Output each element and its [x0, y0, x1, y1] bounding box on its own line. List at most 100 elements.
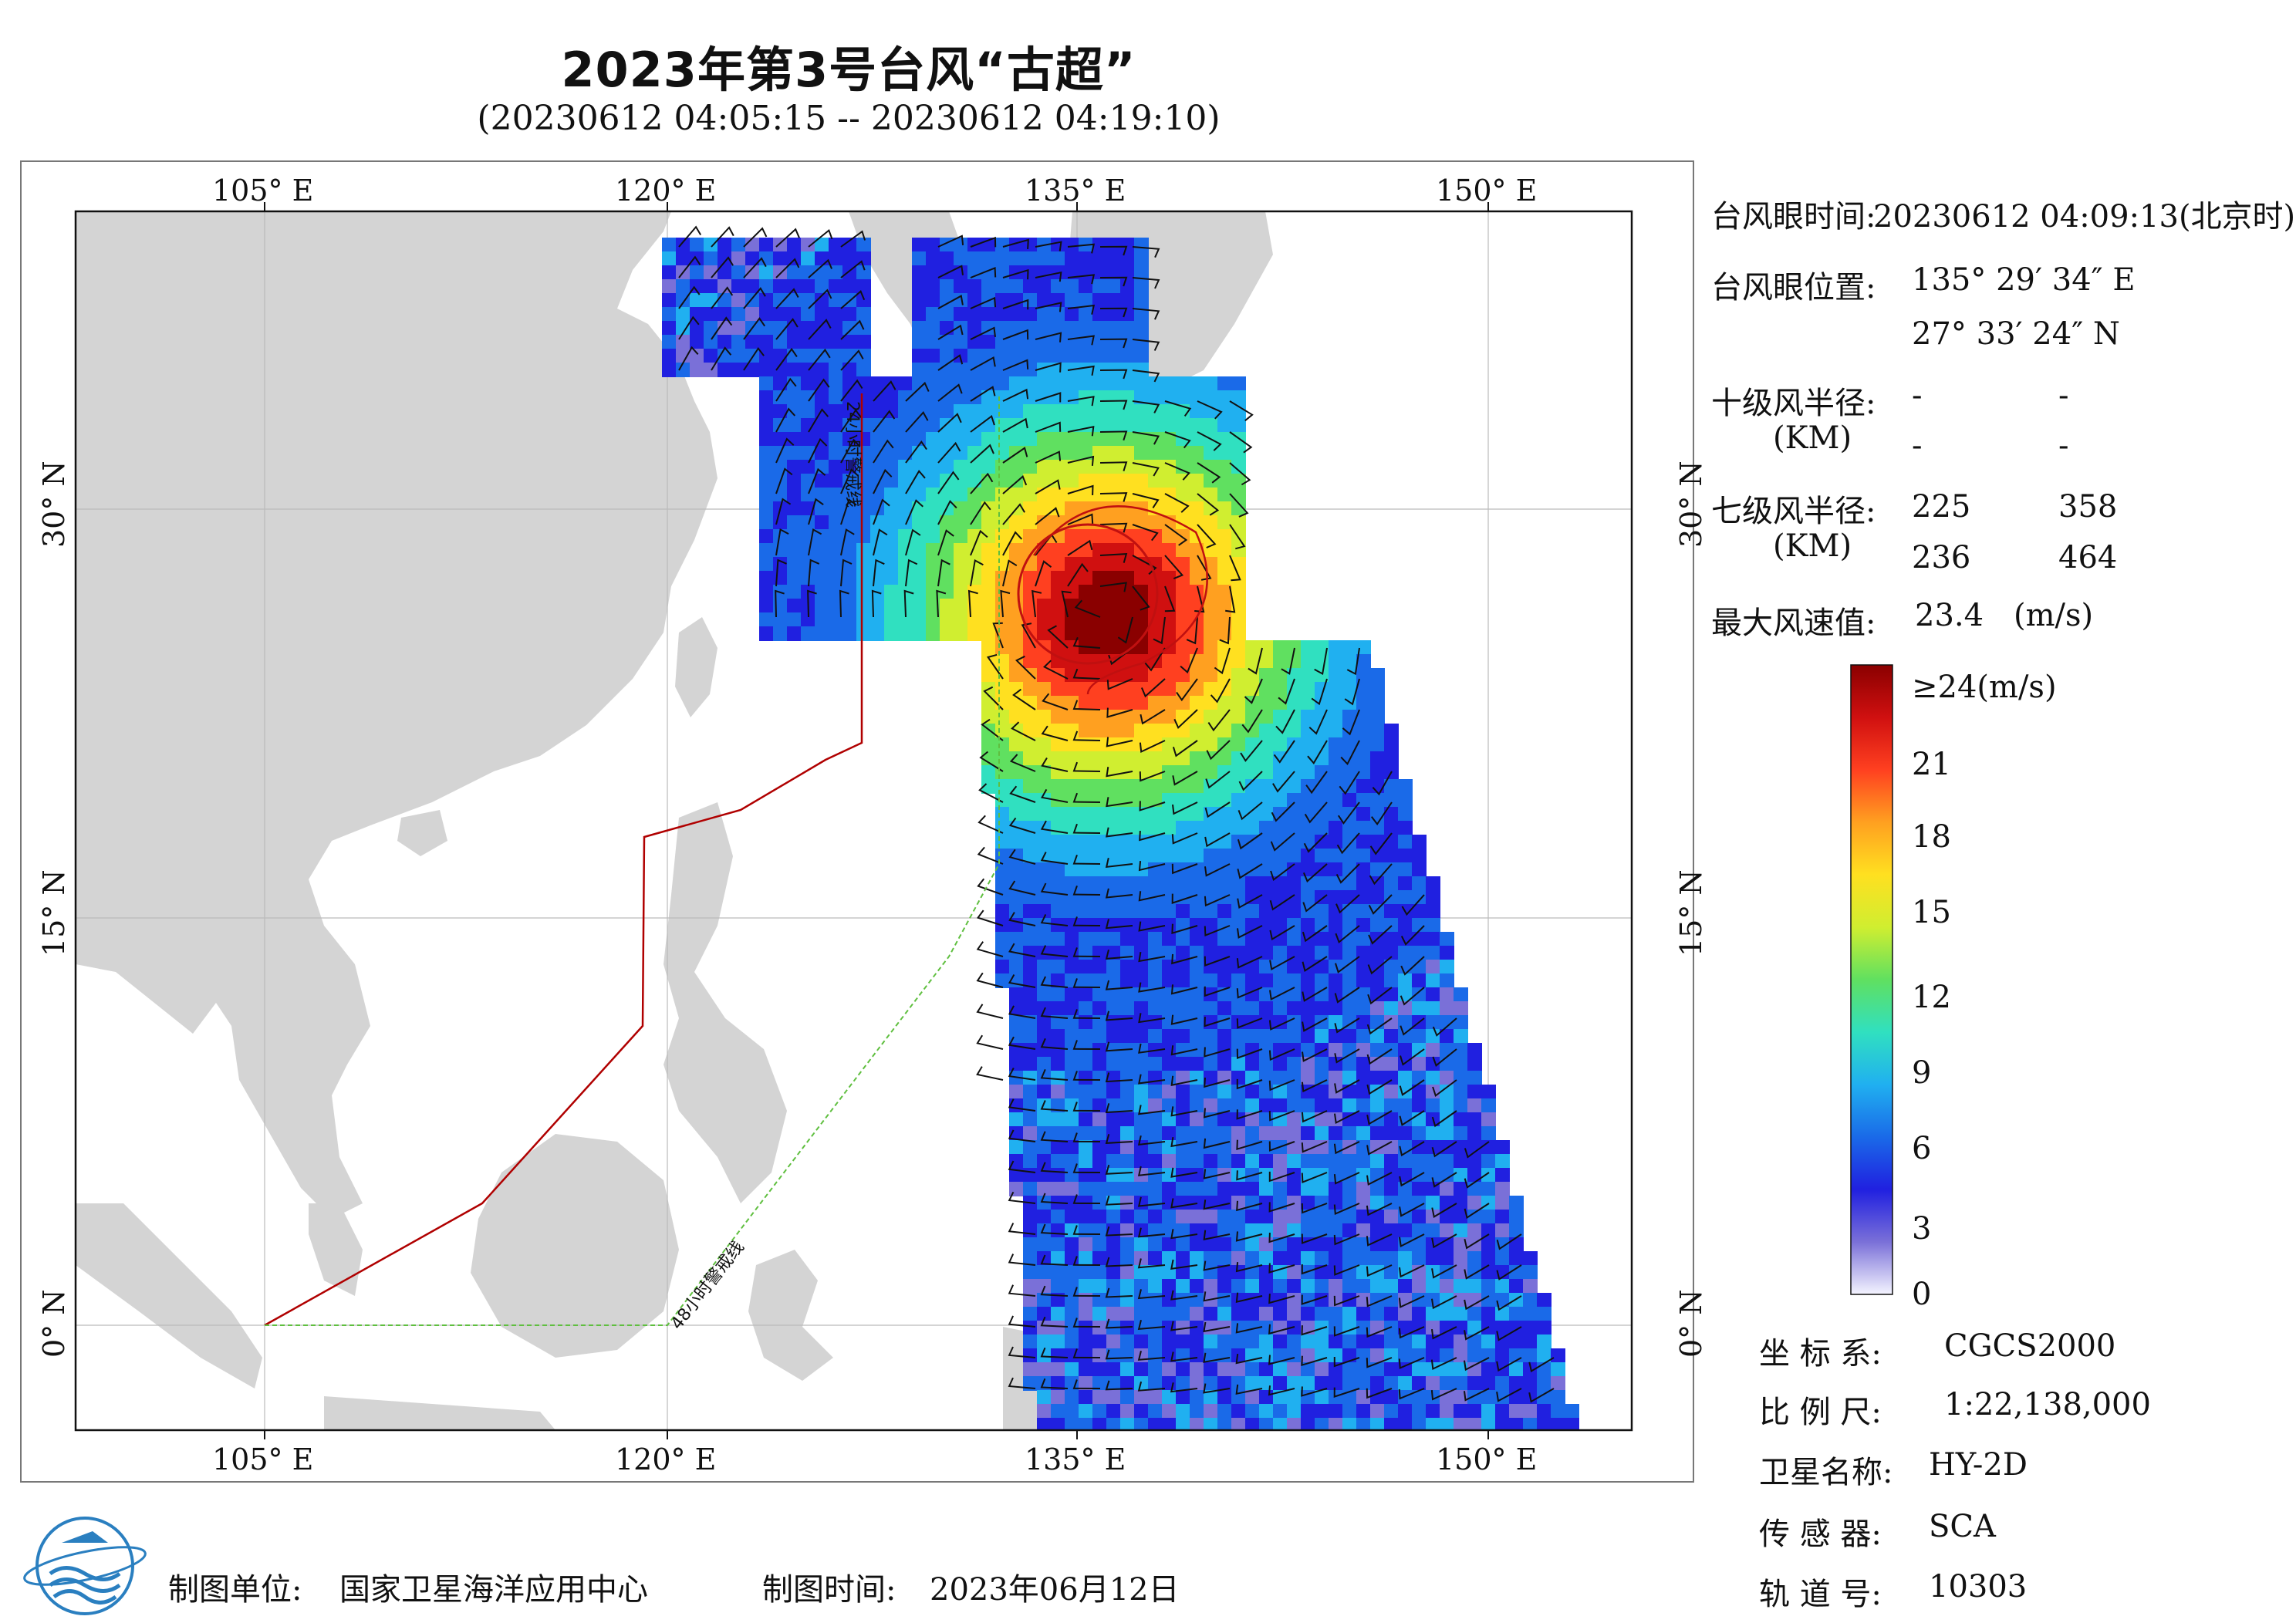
wind-barb	[1067, 243, 1096, 254]
wind-cell	[1370, 904, 1385, 919]
wind-barb	[840, 409, 863, 433]
wind-cell	[1120, 446, 1135, 461]
wind-cell	[1398, 1029, 1413, 1044]
wind-cell	[967, 474, 982, 488]
wind-barb	[1496, 1388, 1522, 1402]
wind-cell	[1009, 557, 1024, 572]
wind-cell	[1287, 1418, 1302, 1430]
wind-cell	[1092, 849, 1107, 863]
wind-cell	[1023, 376, 1038, 391]
wind-cell	[1509, 1335, 1524, 1349]
wind-cell	[1315, 793, 1329, 808]
wind-cell	[1412, 890, 1427, 905]
wind-cell	[1440, 960, 1454, 974]
wind-cell	[1065, 765, 1079, 780]
wind-cell	[1009, 668, 1024, 683]
wind-cell	[1092, 1085, 1107, 1099]
wind-barb	[1400, 1017, 1425, 1036]
wind-cell	[1231, 654, 1246, 669]
wind-barb	[1015, 655, 1036, 680]
wind-cell	[1023, 432, 1038, 447]
wind-cell	[1134, 293, 1149, 308]
wind-barb	[1244, 678, 1263, 704]
wind-cell	[1037, 418, 1052, 433]
wind-barb	[1002, 299, 1029, 310]
wind-cell	[1065, 1029, 1079, 1044]
wind-cell	[926, 307, 940, 322]
wind-cell	[967, 599, 982, 613]
wind-barb	[1105, 857, 1133, 869]
wind-barb	[775, 347, 798, 371]
wind-cell	[1315, 1112, 1329, 1127]
wind-barb	[1238, 771, 1263, 791]
wind-cell	[1065, 376, 1079, 391]
wind-cell	[745, 293, 760, 308]
wind-cell	[1134, 1154, 1149, 1169]
wind-cell	[1231, 1182, 1246, 1196]
wind-cell	[1134, 1362, 1149, 1377]
wind-barb	[905, 499, 923, 525]
wind-cell	[954, 238, 968, 252]
wind-barb	[1268, 1110, 1295, 1122]
wind-cell	[1398, 1043, 1413, 1058]
wind-barb	[937, 354, 964, 371]
wind-cell	[1384, 849, 1399, 863]
wind-cell	[1106, 1196, 1121, 1210]
wind-cell	[1217, 849, 1232, 863]
wind-cell	[1315, 1126, 1329, 1141]
wind-cell	[1190, 682, 1204, 697]
wind-cell	[940, 460, 954, 474]
wind-cell	[884, 585, 899, 599]
wind-cell	[1079, 488, 1093, 502]
wind-cell	[1495, 1196, 1510, 1210]
wind-cell	[1245, 668, 1260, 683]
wind-cell	[1342, 724, 1357, 738]
wind-cell	[1398, 1210, 1413, 1224]
wind-cell	[898, 488, 913, 502]
wind-cell	[1148, 1071, 1163, 1085]
wind-cell	[1426, 904, 1440, 919]
wind-cell	[759, 349, 774, 363]
land-sumatra-malaysia	[76, 1203, 363, 1388]
wind-barb	[1268, 1294, 1295, 1304]
wind-cell	[1440, 973, 1454, 988]
wind-barb	[1400, 987, 1425, 1006]
wind-cell	[1134, 1196, 1149, 1210]
wind-cell	[1426, 1418, 1440, 1430]
wind-cell	[1342, 1404, 1357, 1419]
wind-barb	[967, 589, 978, 618]
wind-barb	[1431, 1326, 1457, 1340]
wind-cell	[842, 543, 857, 558]
wind-cell	[1037, 1015, 1052, 1030]
soa-logo	[23, 1517, 147, 1615]
wind-cell	[981, 543, 996, 558]
wind-cell	[1148, 807, 1163, 822]
wind-cell	[1065, 1237, 1079, 1252]
wind-barb	[1137, 1196, 1166, 1207]
wind-barb	[1041, 725, 1069, 741]
wind-cell	[1217, 488, 1232, 502]
wind-cell	[1412, 1140, 1427, 1155]
wind-cell	[1092, 793, 1107, 808]
wind-cell	[1148, 515, 1163, 530]
wind-cell	[773, 404, 788, 419]
wind-cell	[1315, 849, 1329, 863]
wind-barb	[1269, 987, 1295, 1000]
wind-cell	[1384, 1237, 1399, 1252]
wind-cell	[1245, 1279, 1260, 1294]
wind-cell	[912, 474, 927, 488]
wind-cell	[787, 501, 802, 516]
wind-cell	[926, 432, 940, 447]
wind-cell	[1495, 1418, 1510, 1430]
wind-cell	[829, 279, 843, 294]
wind-cell	[1051, 501, 1065, 516]
wind-cell	[1037, 1168, 1052, 1183]
wind-cell	[1217, 1237, 1232, 1252]
wind-cell	[1079, 946, 1093, 960]
wind-cell	[1190, 960, 1204, 974]
wind-cell	[1065, 737, 1079, 752]
wind-barb	[1072, 1102, 1101, 1112]
wind-cell	[1148, 696, 1163, 710]
wind-cell	[1454, 1390, 1468, 1405]
wind-cell	[1190, 432, 1204, 447]
